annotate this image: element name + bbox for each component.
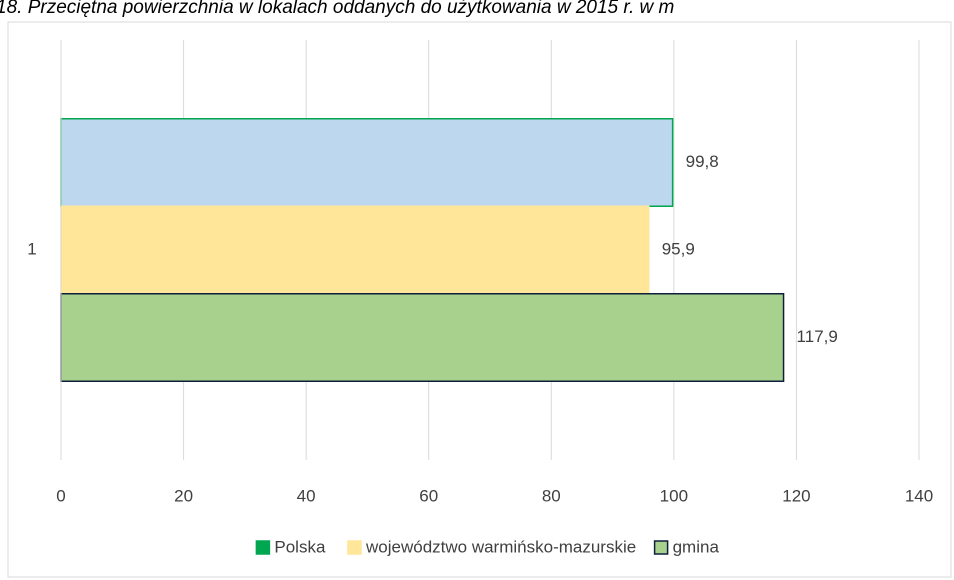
y-tick-label: 1 (27, 239, 36, 258)
legend-label: województwo warmińsko-mazurskie (365, 537, 636, 556)
legend-swatch (347, 540, 362, 555)
legend-swatch (255, 540, 271, 555)
x-tick-label: 0 (56, 486, 65, 505)
legend-label: gmina (673, 537, 720, 556)
value-label: 95,9 (662, 239, 695, 258)
chart-title: 18. Przeciętna powierzchnia w lokalach o… (0, 0, 674, 18)
x-tick-label: 40 (297, 486, 316, 505)
x-tick-label: 80 (542, 486, 561, 505)
x-tick-label: 20 (174, 486, 193, 505)
value-label: 99,8 (686, 152, 719, 171)
bar (60, 293, 785, 382)
value-label: 117,9 (797, 327, 838, 346)
x-tick-label: 60 (419, 486, 438, 505)
bar (60, 205, 650, 295)
legend-label: Polska (274, 537, 326, 556)
legend-swatch (653, 540, 669, 555)
x-tick-label: 120 (782, 486, 810, 505)
bar (60, 118, 674, 207)
x-tick-label: 140 (905, 486, 933, 505)
x-tick-label: 100 (660, 486, 688, 505)
